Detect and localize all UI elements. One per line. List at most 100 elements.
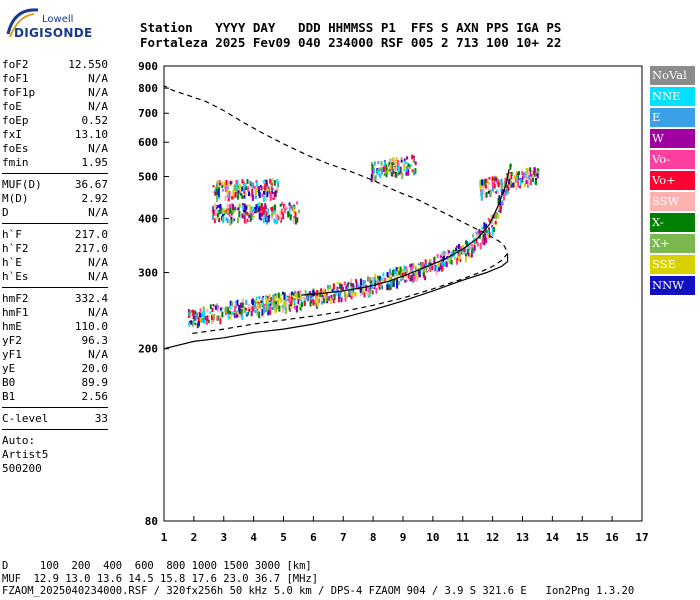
echo-point xyxy=(501,200,504,205)
echo-point xyxy=(213,218,216,223)
echo-point xyxy=(371,169,374,175)
echo-point xyxy=(216,213,219,218)
echo-point xyxy=(491,176,494,181)
echo-point xyxy=(535,172,538,177)
echo-point xyxy=(277,299,280,306)
echo-point xyxy=(366,292,369,296)
echo-point xyxy=(529,167,532,172)
echo-point xyxy=(281,306,284,313)
echo-point xyxy=(483,238,486,246)
echo-point xyxy=(527,173,529,178)
echo-point xyxy=(403,160,406,166)
echo-point xyxy=(220,207,223,215)
echo-point xyxy=(377,161,380,164)
echo-point xyxy=(514,176,517,183)
echo-point xyxy=(392,157,395,164)
echo-point xyxy=(295,305,298,313)
echo-point xyxy=(392,269,394,277)
echo-point xyxy=(277,181,280,188)
echo-point xyxy=(365,284,368,292)
echo-point xyxy=(227,314,230,320)
echo-point xyxy=(424,263,427,269)
echo-point xyxy=(472,234,475,238)
echo-point xyxy=(199,313,202,318)
echo-point xyxy=(339,283,341,289)
param-row: foEs N/A xyxy=(2,142,108,156)
echo-point xyxy=(236,314,239,318)
echo-point xyxy=(266,191,269,198)
echo-point xyxy=(388,284,391,291)
echo-point xyxy=(530,178,532,186)
echo-point xyxy=(388,161,391,167)
echo-point xyxy=(413,276,415,282)
scaled-parameters-panel: foF2 12.550 foF1 N/A foF1p N/A foE N/A foEp 0.52 f… xyxy=(2,58,108,476)
param-value: N/A xyxy=(88,256,108,269)
echo-point xyxy=(260,203,263,207)
echo-point xyxy=(410,263,413,267)
echo-point xyxy=(251,306,254,312)
echo-point xyxy=(433,258,436,265)
echo-point xyxy=(195,317,198,322)
echo-point xyxy=(246,179,249,184)
echo-point xyxy=(403,265,406,269)
echo-point xyxy=(250,193,253,197)
echo-point xyxy=(228,191,231,198)
echo-point xyxy=(197,321,200,326)
echo-point xyxy=(255,188,258,194)
echo-point xyxy=(297,298,300,305)
echo-point xyxy=(289,204,292,210)
legend-item: Vo+ xyxy=(650,171,695,190)
x-axis: 1 2 3 4 5 6 7 8 9 10 11 12 13 14 15 16 17 xyxy=(161,516,649,544)
echo-point xyxy=(216,204,219,209)
echo-point xyxy=(272,301,275,307)
echo-point xyxy=(447,257,450,260)
echo-point xyxy=(247,312,250,316)
echo-point xyxy=(414,266,417,271)
echo-point xyxy=(188,322,191,327)
echo-point xyxy=(238,185,241,192)
echo-point xyxy=(384,277,386,282)
echo-point xyxy=(232,189,235,196)
echo-point xyxy=(534,173,536,177)
echo-point xyxy=(255,193,257,196)
echo-point xyxy=(281,209,284,212)
echo-point xyxy=(257,301,260,304)
echo-point xyxy=(493,181,495,184)
echo-point xyxy=(214,211,217,217)
echo-point xyxy=(226,306,229,314)
echo-point xyxy=(485,230,488,233)
echo-point xyxy=(442,265,444,270)
echo-point xyxy=(372,168,375,174)
echo-point xyxy=(377,276,380,280)
echo-point xyxy=(493,183,496,189)
echo-point xyxy=(435,264,438,270)
echo-point xyxy=(254,310,257,314)
echo-point xyxy=(468,245,471,251)
echo-point xyxy=(275,299,278,306)
param-row: hmF2 332.4 xyxy=(2,292,108,306)
echo-point xyxy=(255,296,258,301)
echo-point xyxy=(245,313,248,317)
echo-point xyxy=(495,177,498,182)
echo-point xyxy=(304,290,307,297)
echo-point xyxy=(413,169,415,176)
echo-point xyxy=(484,233,487,240)
echo-point xyxy=(271,179,274,183)
echo-point xyxy=(390,276,393,281)
echo-point xyxy=(272,188,274,191)
echo-point xyxy=(488,177,491,180)
echo-point xyxy=(389,268,392,275)
echo-point xyxy=(218,217,221,223)
echo-point xyxy=(411,263,414,267)
param-name: h`Es xyxy=(2,270,29,283)
params-group-muf: MUF(D) 36.67 M(D) 2.92 D N/A xyxy=(2,178,108,220)
echo-point xyxy=(241,313,244,316)
legend-item: E xyxy=(650,108,695,127)
echo-point xyxy=(351,286,354,294)
echo-point xyxy=(271,214,273,220)
echo-point xyxy=(491,222,494,225)
echo-point xyxy=(222,208,225,214)
echo-point xyxy=(438,261,441,265)
echo-point xyxy=(388,276,391,280)
